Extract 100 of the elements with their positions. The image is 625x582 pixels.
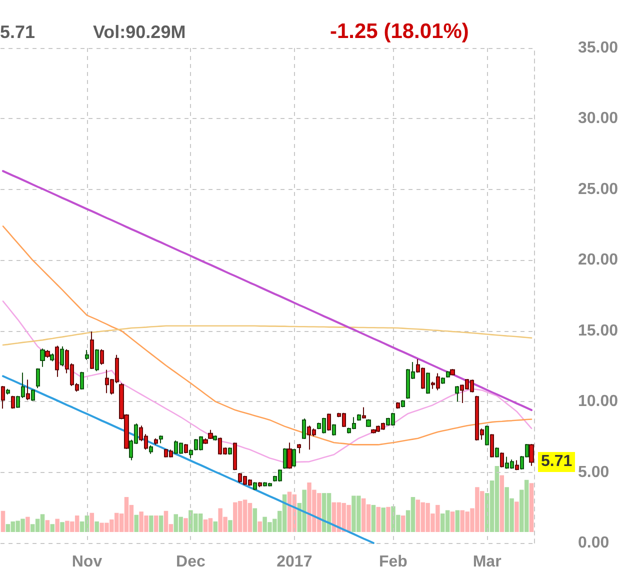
candlestick [332,424,336,436]
candlestick [426,372,430,394]
x-tick-label: Mar [472,554,502,570]
y-tick-label: 30.00 [578,110,618,128]
candlestick [302,418,306,440]
candlestick [31,389,35,402]
candlestick [446,370,450,378]
y-tick-label: 20.00 [578,252,618,269]
bar [134,514,138,532]
line-series [2,325,532,346]
candlestick [213,435,217,441]
x-tick-label: Dec [176,554,206,570]
x-tick-label: Nov [72,554,102,570]
candlestick [287,442,292,470]
candlestick [362,406,366,420]
candlestick [45,349,50,358]
candlestick [258,482,262,488]
text: 5.71 [0,22,36,43]
candlestick [396,402,400,410]
bar [184,518,188,532]
candlestick [327,413,331,432]
candlestick [228,447,232,456]
candlestick [485,425,489,446]
bar [252,508,258,532]
candlestick [100,348,104,366]
candlestick [490,434,494,458]
candlestick [154,438,158,446]
bar [94,521,99,532]
bar [514,502,519,532]
y-tick-label: 25.00 [578,180,618,198]
bar [371,504,376,532]
bar [455,510,460,532]
candlestick [60,346,64,367]
candlestick [292,448,296,468]
candlestick [366,418,371,428]
text: Vol:90.29M [93,22,186,43]
candlestick [90,331,94,370]
candlestick [203,438,208,444]
y-tick-label: 5.00 [578,464,610,481]
bar [26,516,30,532]
bar [386,506,390,532]
candlestick [529,444,534,466]
bar [258,521,262,532]
y-tick-label: 15.00 [578,322,618,340]
bar [500,475,504,532]
candlestick [80,371,84,390]
candlestick [500,452,504,468]
bar [90,512,94,532]
candlestick [95,348,99,372]
candlestick [371,428,376,434]
bar [149,516,154,532]
candlestick [297,444,301,454]
candlestick [50,352,54,362]
candlestick [26,379,30,401]
bar [381,508,386,532]
candlestick [495,447,499,458]
candlestick [189,449,193,459]
line-series [2,226,532,446]
candlestick [233,442,237,471]
candlestick [184,444,188,454]
candlestick [401,400,405,408]
candlestick [515,460,519,471]
y-tick-label: 0.00 [578,534,610,552]
bar [376,506,381,532]
bar [228,520,232,532]
bar [60,522,64,532]
bar [158,516,164,532]
bar [55,518,60,532]
candlestick [36,368,40,389]
y-tick-label: 10.00 [578,393,618,410]
bar [529,483,534,532]
text: -1.25 (18.01%) [330,20,469,44]
candlestick [283,448,287,470]
candlestick [149,444,153,454]
candlestick [6,388,10,395]
bar [450,512,455,532]
bar [50,524,55,532]
candlestick [450,368,455,376]
candlestick [1,386,5,410]
bar [154,516,158,532]
candlestick [159,435,163,444]
bar [400,516,406,532]
bar [213,521,218,532]
candlestick [441,377,445,384]
candlestick [40,348,45,368]
candlestick [11,395,15,410]
bar [45,520,50,532]
candlestick [85,349,89,360]
candlestick [357,414,361,422]
line-series [2,375,374,544]
x-tick-label: 2017 [276,554,312,570]
candlestick [55,345,59,378]
bar [0,510,6,532]
candlestick [208,429,213,440]
candlestick [455,386,459,402]
line-series [2,170,533,412]
text: 5.71 [538,452,576,472]
candlestick [253,482,257,490]
x-tick-label: Feb [378,554,408,570]
y-tick-label: 35.00 [578,40,618,56]
